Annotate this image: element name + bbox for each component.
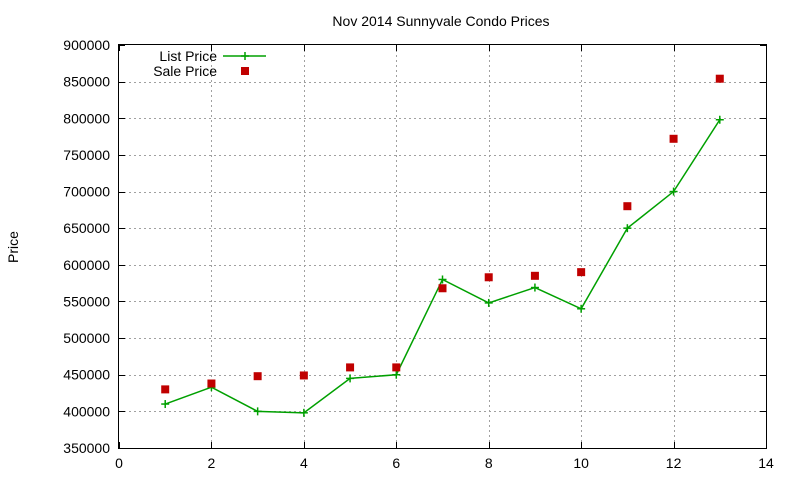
y-tick-label: 800000: [63, 110, 110, 126]
plot-area-frame: [118, 44, 767, 449]
y-tick-label: 700000: [63, 184, 110, 200]
data-point-marker: [484, 298, 493, 307]
data-point-marker: [392, 363, 401, 372]
x-tick-label: 6: [392, 455, 400, 471]
y-tick-label: 350000: [63, 440, 110, 456]
data-point-marker: [438, 275, 447, 284]
data-point-marker: [346, 374, 355, 383]
chart-title: Nov 2014 Sunnyvale Condo Prices: [332, 13, 549, 29]
y-tick-label: 400000: [63, 403, 110, 419]
data-point-marker: [577, 268, 586, 277]
data-point-marker: [438, 284, 447, 293]
legend-label: Sale Price: [153, 63, 217, 79]
x-tick-label: 10: [573, 455, 589, 471]
y-tick-label: 650000: [63, 220, 110, 236]
data-point-marker: [577, 304, 586, 313]
x-tick-label: 14: [758, 455, 774, 471]
legend-label: List Price: [159, 48, 217, 64]
y-tick-label: 900000: [63, 37, 110, 53]
data-point-marker: [715, 115, 724, 124]
x-tick-label: 2: [208, 455, 216, 471]
y-tick-label: 850000: [63, 74, 110, 90]
x-tick-label: 12: [666, 455, 682, 471]
x-tick-label: 8: [485, 455, 493, 471]
data-point-marker: [346, 363, 355, 372]
data-point-marker: [484, 273, 493, 282]
legend-marker: [241, 52, 249, 60]
data-point-marker: [392, 370, 401, 379]
legend-marker: [241, 67, 249, 75]
y-tick-label: 550000: [63, 293, 110, 309]
grid-lines: [119, 45, 766, 448]
data-point-marker: [253, 372, 262, 381]
axis-ticks: 0 2 4 6 8 10 12 14 350000 400000 450000 500000 55000…: [63, 37, 774, 471]
data-point-marker: [623, 202, 632, 211]
data-point-marker: [253, 407, 262, 416]
data-point-marker: [669, 187, 678, 196]
y-tick-label: 500000: [63, 330, 110, 346]
series-1: [161, 115, 724, 417]
x-tick-label: 4: [300, 455, 308, 471]
data-point-marker: [299, 408, 308, 417]
y-tick-label: 450000: [63, 367, 110, 383]
data-point-marker: [530, 271, 539, 280]
data-point-marker: [669, 134, 678, 143]
data-point-marker: [715, 74, 724, 83]
x-tick-label: 0: [115, 455, 123, 471]
data-point-marker: [623, 224, 632, 233]
y-axis-label: Price: [5, 231, 21, 263]
data-point-marker: [161, 400, 170, 409]
series-layer: [161, 74, 724, 417]
y-tick-label: 600000: [63, 257, 110, 273]
y-tick-label: 750000: [63, 147, 110, 163]
data-point-marker: [530, 283, 539, 292]
series-line: [164, 119, 721, 414]
data-point-marker: [161, 385, 170, 394]
data-point-marker: [299, 371, 308, 380]
data-point-marker: [207, 379, 216, 388]
series-2: [161, 74, 724, 394]
